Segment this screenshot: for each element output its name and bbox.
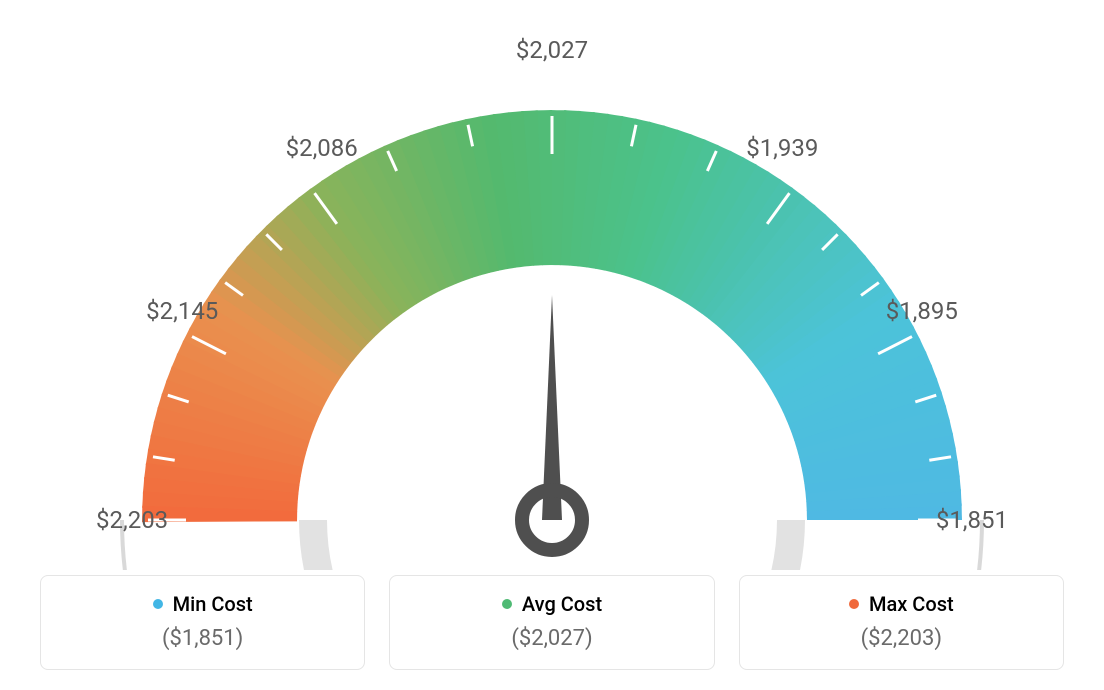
legend-dot-max bbox=[849, 599, 859, 609]
legend-label-min: Min Cost bbox=[173, 592, 253, 616]
legend-title-min: Min Cost bbox=[153, 592, 253, 616]
legend-label-avg: Avg Cost bbox=[522, 592, 602, 616]
legend-title-max: Max Cost bbox=[849, 592, 954, 616]
gauge-tick-label: $2,027 bbox=[516, 36, 588, 64]
legend-title-avg: Avg Cost bbox=[502, 592, 602, 616]
gauge-tick-label: $1,895 bbox=[886, 297, 958, 325]
gauge-area: $1,851 $1,895 $1,939 $2,027 $2,086 $2,145 $2,2… bbox=[0, 0, 1104, 560]
gauge-tick-label: $1,939 bbox=[746, 134, 818, 162]
legend-value-min: ($1,851) bbox=[61, 626, 344, 651]
legend-label-max: Max Cost bbox=[869, 592, 954, 616]
legend-row: Min Cost ($1,851) Avg Cost ($2,027) Max … bbox=[40, 575, 1064, 670]
legend-dot-avg bbox=[502, 599, 512, 609]
legend-card-min: Min Cost ($1,851) bbox=[40, 575, 365, 670]
legend-card-max: Max Cost ($2,203) bbox=[739, 575, 1064, 670]
gauge-tick-label: $2,203 bbox=[96, 506, 168, 534]
legend-value-avg: ($2,027) bbox=[410, 626, 693, 651]
legend-card-avg: Avg Cost ($2,027) bbox=[389, 575, 714, 670]
gauge-tick-label: $2,145 bbox=[146, 297, 218, 325]
gauge-tick-label: $1,851 bbox=[936, 506, 1008, 534]
legend-value-max: ($2,203) bbox=[760, 626, 1043, 651]
chart-container: $1,851 $1,895 $1,939 $2,027 $2,086 $2,145 $2,2… bbox=[0, 0, 1104, 690]
legend-dot-min bbox=[153, 599, 163, 609]
gauge-tick-label: $2,086 bbox=[286, 134, 358, 162]
